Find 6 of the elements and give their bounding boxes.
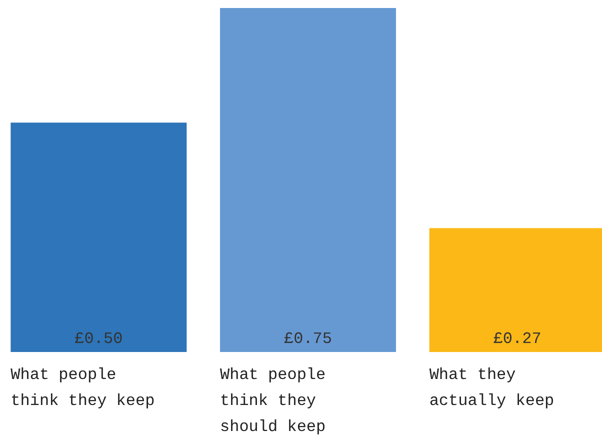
x-tick-label: What people think they keep: [10, 366, 155, 410]
data-label: £0.27: [493, 330, 542, 348]
data-label: £0.50: [74, 330, 123, 348]
x-tick-label: What people think they should keep: [220, 366, 326, 436]
data-label: £0.75: [284, 330, 332, 348]
x-tick-label: What they actually keep: [429, 366, 554, 410]
